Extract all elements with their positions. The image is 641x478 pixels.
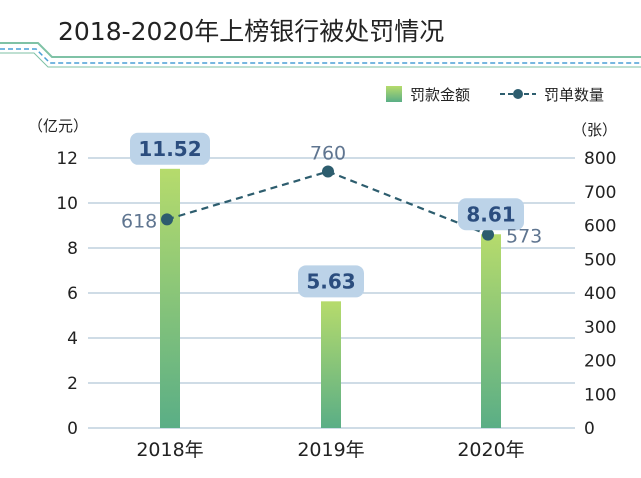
bar-value-badge (130, 132, 210, 165)
x-tick-label: 2018年 (136, 439, 203, 461)
title-deco-thin-line (0, 52, 641, 68)
bar-value-badge (298, 265, 364, 298)
chart-title: 2018-2020年上榜银行被处罚情况 (58, 17, 444, 46)
title-deco-solid-line (0, 42, 641, 58)
line-value-labels: 618 760 573 (121, 143, 542, 248)
legend-swatch-dot (513, 89, 523, 99)
y-right-tick-label: 300 (584, 318, 616, 338)
legend-label-line: 罚单数量 (544, 86, 604, 104)
y-right-tick-label: 0 (584, 419, 595, 439)
y-right-tick-labels: 0 100 200 300 400 500 600 700 800 (584, 149, 616, 439)
bar-value-badge (458, 198, 524, 231)
y-left-tick-label: 4 (67, 329, 78, 349)
line-value-label: 760 (310, 143, 346, 165)
legend-swatch-bar (386, 86, 402, 102)
legend-label-bar: 罚款金额 (410, 86, 470, 104)
y-right-tick-label: 800 (584, 149, 616, 169)
y-right-tick-label: 400 (584, 284, 616, 304)
bar-value-label: 11.52 (138, 137, 201, 161)
y-left-tick-label: 2 (67, 374, 78, 394)
bar-value-label: 5.63 (306, 269, 355, 293)
y-right-tick-label: 100 (584, 385, 616, 405)
bar-series (160, 168, 501, 429)
y-left-tick-labels: 0 2 4 6 8 10 12 (56, 149, 78, 439)
y-right-unit: （张） (572, 121, 617, 139)
bar (160, 168, 180, 429)
x-tick-label: 2019年 (297, 439, 364, 461)
bar (481, 234, 501, 428)
line-point (482, 228, 494, 241)
line-series (161, 165, 494, 241)
y-right-tick-label: 500 (584, 250, 616, 270)
bar-value-label: 8.61 (466, 202, 515, 226)
line-value-label: 618 (121, 210, 157, 232)
x-tick-labels: 2018年 2019年 2020年 (136, 439, 524, 461)
y-left-tick-label: 0 (67, 419, 78, 439)
y-left-tick-label: 8 (67, 239, 78, 259)
line-point (322, 165, 334, 178)
bar (321, 301, 341, 428)
title-decoration (0, 42, 641, 68)
y-left-tick-label: 12 (56, 149, 78, 169)
y-left-tick-label: 6 (67, 284, 78, 304)
legend: 罚款金额 罚单数量 (386, 86, 604, 104)
y-right-tick-label: 200 (584, 352, 616, 372)
bar-value-labels: 11.52 5.63 8.61 (130, 132, 524, 298)
x-tick-label: 2020年 (457, 439, 524, 461)
y-left-tick-label: 10 (56, 194, 78, 214)
line-point (161, 213, 173, 226)
y-right-tick-label: 600 (584, 217, 616, 237)
y-right-tick-label: 700 (584, 183, 616, 203)
y-left-unit: （亿元） (28, 117, 88, 135)
line-value-label: 573 (506, 226, 542, 248)
series-line (166, 170, 489, 236)
title-deco-dashed-line (0, 48, 641, 64)
